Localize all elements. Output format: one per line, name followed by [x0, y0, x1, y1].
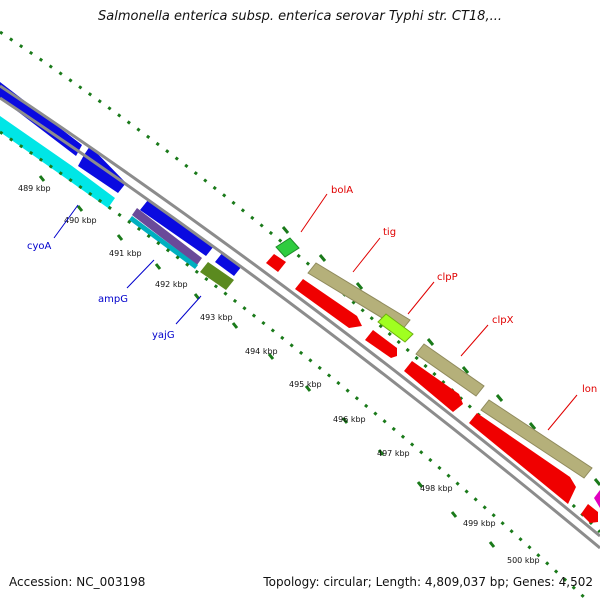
gene-labels: bolA tig clpP clpX lon cyoA ampG yajG [27, 185, 597, 395]
inner-major-ticks [38, 175, 496, 548]
gene-feature-clpX[interactable] [415, 343, 485, 397]
scale-labels: 489 kbp 490 kbp 491 kbp 492 kbp 493 kbp … [18, 184, 540, 565]
accession-text: Accession: NC_003198 [9, 575, 146, 589]
leader-bolA [300, 193, 328, 233]
scale-label-496: 496 kbp [333, 415, 366, 424]
gene-feature-ampG[interactable] [140, 200, 214, 256]
gene-label-cyoA[interactable]: cyoA [27, 241, 52, 252]
map-title: Salmonella enterica subsp. enterica sero… [98, 9, 502, 24]
gene-label-bolA[interactable]: bolA [331, 185, 353, 196]
gene-label-clpP[interactable]: clpP [437, 272, 458, 283]
gene-label-yajG[interactable]: yajG [152, 330, 175, 341]
scale-label-493: 493 kbp [200, 313, 233, 322]
scale-label-489: 489 kbp [18, 184, 51, 193]
gene-feature-red-lon[interactable] [469, 413, 576, 504]
scale-label-492: 492 kbp [155, 280, 188, 289]
gene-feature-cyan-2[interactable] [129, 216, 198, 269]
gene-feature-red-1[interactable] [266, 254, 286, 272]
scale-label-500: 500 kbp [507, 556, 540, 565]
gene-label-tig[interactable]: tig [383, 227, 396, 238]
reverse-features [266, 254, 598, 523]
genome-summary-text: Topology: circular; Length: 4,809,037 bp… [263, 575, 593, 589]
inner-tick-track [0, 130, 590, 600]
leader-tig [352, 237, 381, 273]
backbone-outer [0, 84, 600, 538]
gene-feature-blue-3[interactable] [215, 252, 242, 276]
leader-ampG [126, 259, 155, 289]
leader-yajG [175, 295, 202, 325]
scale-label-497: 497 kbp [377, 449, 410, 458]
forward-features [275, 237, 600, 508]
gene-feature-red-end[interactable] [581, 504, 598, 523]
gene-feature-cyoA-cyan[interactable] [0, 116, 115, 208]
gene-feature-yajG[interactable] [200, 262, 234, 290]
gene-feature-clpP[interactable] [377, 313, 414, 343]
backbone-inner [0, 96, 600, 550]
scale-label-490: 490 kbp [64, 216, 97, 225]
gene-label-ampG[interactable]: ampG [98, 294, 128, 305]
gene-feature-purple[interactable] [132, 208, 202, 265]
gene-feature-lon[interactable] [480, 399, 593, 479]
scale-label-491: 491 kbp [109, 249, 142, 258]
gene-feature-magenta[interactable] [594, 490, 600, 508]
gene-feature-red-clpP[interactable] [365, 330, 397, 358]
outer-tick-track [0, 30, 600, 534]
gene-label-lon[interactable]: lon [582, 384, 597, 395]
leader-cyoA [53, 204, 79, 239]
gene-feature-bolA[interactable] [275, 237, 300, 258]
gene-label-clpX[interactable]: clpX [492, 315, 514, 326]
gene-feature-red-clpX[interactable] [404, 361, 463, 412]
leader-lines [53, 193, 578, 431]
leader-lon [547, 394, 578, 431]
scale-label-499: 499 kbp [463, 519, 496, 528]
scale-label-495: 495 kbp [289, 380, 322, 389]
gene-feature-tig[interactable] [307, 262, 411, 331]
scale-label-494: 494 kbp [245, 347, 278, 356]
leader-clpP [407, 281, 435, 315]
gene-feature-red-tig[interactable] [295, 279, 362, 328]
scale-label-498: 498 kbp [420, 484, 453, 493]
leader-clpX [460, 324, 489, 357]
